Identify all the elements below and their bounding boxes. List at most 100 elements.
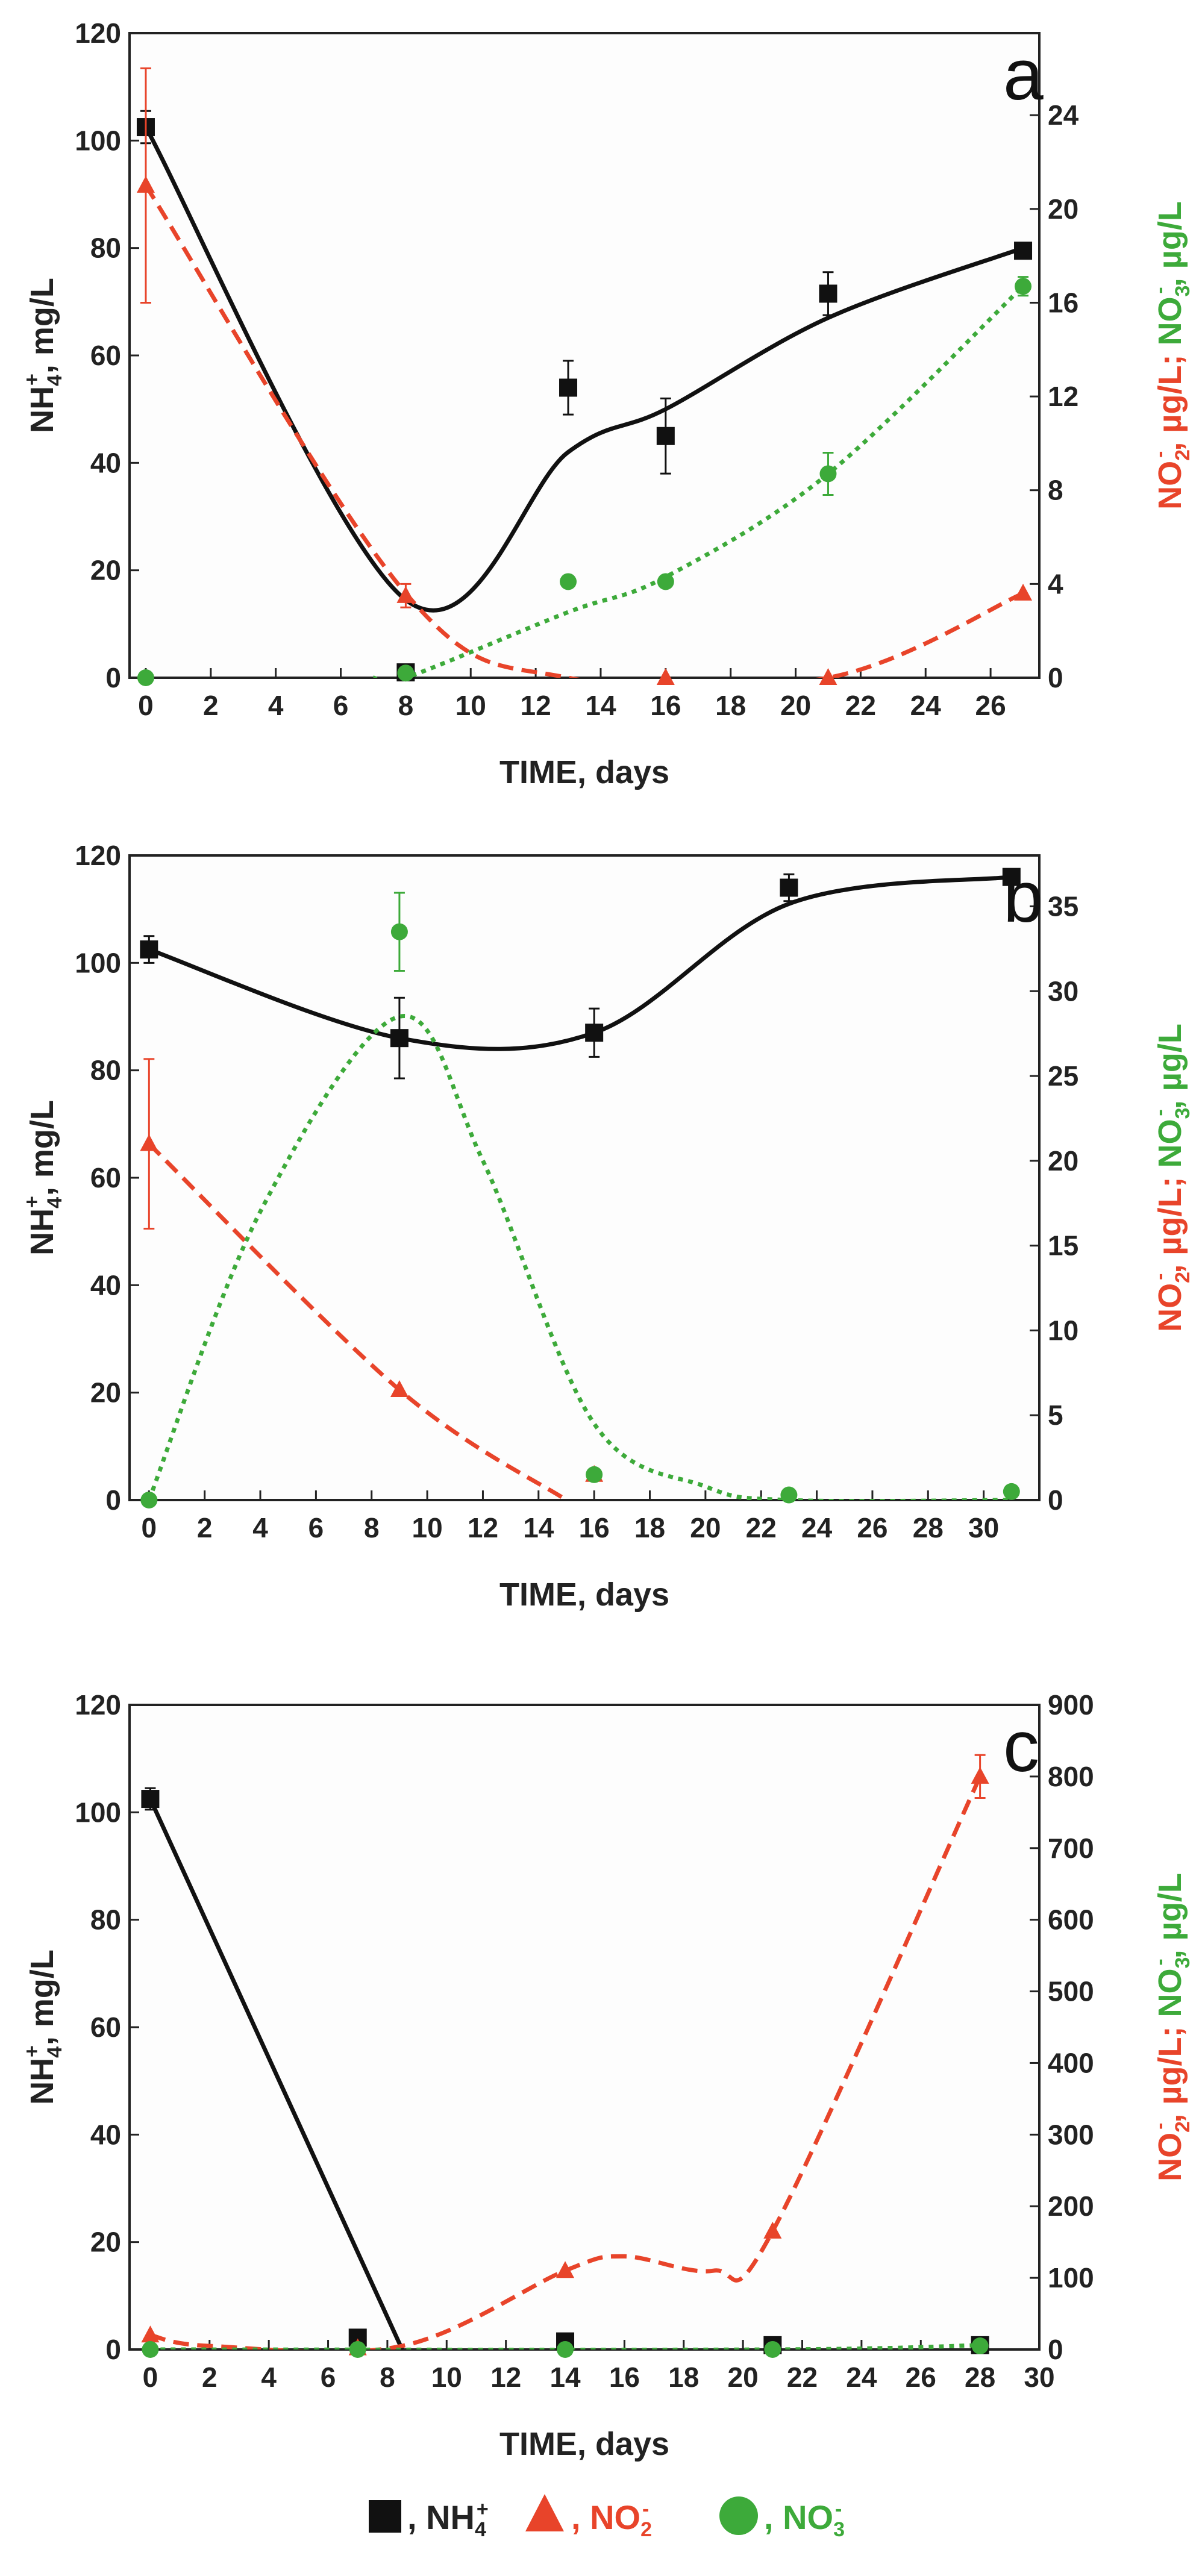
legend-no3-marker — [719, 2496, 758, 2535]
series-nh4-point — [140, 940, 158, 959]
series-nh4-point — [141, 1790, 160, 1809]
y-right-title-no3-sup: - — [1148, 1109, 1171, 1116]
y-left-title-sup: + — [20, 1196, 43, 1208]
y-right-tick-label: 20 — [1048, 1145, 1078, 1177]
y-right-title-no2-sup: - — [1148, 2123, 1171, 2130]
series-no2-curve — [149, 1775, 982, 2349]
y-right-axis-title: NO2-, µg/L; NO3-, µg/L — [1148, 201, 1194, 510]
legend-no2-sup: - — [642, 2498, 649, 2521]
x-tick-label: 28 — [965, 2362, 995, 2393]
y-left-title-sub: 4 — [43, 2046, 66, 2058]
series-no3 — [142, 2337, 989, 2358]
y-right-tick-label: 500 — [1048, 1976, 1094, 2007]
series-no3-point — [560, 573, 577, 590]
y-right-title-no2-sub: 2 — [1171, 1272, 1194, 1283]
panel-letter: c — [1003, 1706, 1039, 1787]
series-no2-point — [390, 1380, 408, 1397]
y-left-tick-label: 60 — [90, 2012, 121, 2043]
y-left-tick-label: 60 — [90, 340, 121, 371]
series-no3-point — [142, 2341, 159, 2358]
legend: , NH4+, NO2-, NO3- — [369, 2494, 845, 2541]
y-right-tick-label: 0 — [1048, 662, 1063, 693]
x-tick-label: 0 — [138, 690, 154, 721]
x-tick-label: 2 — [203, 690, 219, 721]
series-no2-point — [141, 2325, 160, 2343]
y-right-title-no2: NO — [1152, 1283, 1188, 1332]
y-left-title-main: NH — [24, 386, 60, 433]
y-right-tick-label: 16 — [1048, 287, 1078, 318]
legend-nh4-sub: 4 — [475, 2518, 486, 2541]
y-left-tick-label: 0 — [105, 1484, 121, 1516]
y-right-title-no2-unit: , µg/L; — [1152, 2027, 1188, 2123]
x-tick-label: 8 — [398, 690, 414, 721]
series-no3-point — [390, 923, 408, 940]
x-tick-label: 14 — [585, 690, 616, 721]
x-tick-label: 12 — [490, 2362, 521, 2393]
series-no2-point — [136, 175, 155, 193]
y-left-tick-label: 80 — [90, 1055, 121, 1086]
plot-frame — [128, 1704, 1041, 2351]
y-right-title-no3-sup: - — [1148, 287, 1171, 293]
y-right-tick-label: 8 — [1048, 475, 1063, 506]
y-left-tick-label: 40 — [90, 1269, 121, 1301]
y-right-title-no3-sub: 3 — [1171, 286, 1194, 297]
y-right-title-no2-unit: , µg/L; — [1152, 355, 1188, 451]
y-left-tick-label: 0 — [105, 662, 121, 693]
series-no2-curve — [147, 1142, 568, 1500]
chart-panel-c: 0 2 4 6 8 10 12 14 16 18 20 22 24 26 28 300204060801001… — [20, 1689, 1194, 2462]
x-tick-label: 24 — [846, 2362, 877, 2393]
y-right-tick-label: 900 — [1048, 1689, 1094, 1721]
series-nh4-point — [1002, 868, 1021, 886]
y-left-tick-label: 100 — [75, 1796, 121, 1828]
series-no3-point — [780, 1486, 798, 1504]
series-no2 — [136, 67, 1033, 685]
series-nh4-point — [585, 1024, 604, 1042]
y-right-tick-label: 700 — [1048, 1833, 1094, 1864]
y-right-tick-label: 300 — [1048, 2119, 1094, 2150]
x-tick-label: 30 — [968, 1512, 999, 1543]
y-left-tick-label: 120 — [75, 17, 121, 49]
x-tick-label: 20 — [780, 690, 811, 721]
y-right-title-no2: NO — [1152, 2133, 1188, 2181]
x-tick-label: 2 — [202, 2362, 218, 2393]
x-tick-label: 10 — [431, 2362, 462, 2393]
y-left-tick-label: 40 — [90, 2119, 121, 2150]
y-right-title-no3-unit: , µg/L — [1152, 1024, 1188, 1109]
y-right-title-no2-sup: - — [1148, 1274, 1171, 1280]
legend-no2-label: , NO2- — [571, 2498, 652, 2541]
series-no2-curve — [144, 184, 1024, 678]
x-tick-label: 12 — [521, 690, 551, 721]
y-right-title-no3-sub: 3 — [1171, 1957, 1194, 1969]
panel-letter: a — [1003, 34, 1044, 115]
y-left-tick-label: 60 — [90, 1162, 121, 1193]
series-no2-point — [556, 2261, 575, 2278]
series-nh4-point — [390, 1029, 408, 1048]
series-no3 — [137, 276, 1032, 686]
x-tick-label: 28 — [913, 1512, 944, 1543]
plot-frame — [128, 854, 1041, 1501]
y-right-title-no3-unit: , µg/L — [1152, 1873, 1188, 1959]
y-left-title-sup: + — [20, 2045, 43, 2057]
y-left-tick-label: 80 — [90, 1904, 121, 1936]
series-no3-curve — [147, 1014, 1012, 1500]
y-right-tick-label: 35 — [1048, 890, 1078, 922]
x-tick-label: 14 — [523, 1512, 554, 1543]
y-right-tick-label: 800 — [1048, 1761, 1094, 1792]
y-right-title-no3: NO — [1152, 1969, 1188, 2027]
x-tick-label: 6 — [321, 2362, 336, 2393]
series-no2-point — [971, 1766, 989, 1784]
legend-no2-sub: 2 — [640, 2518, 652, 2541]
y-right-tick-label: 600 — [1048, 1904, 1094, 1936]
x-tick-label: 8 — [380, 2362, 395, 2393]
y-right-tick-label: 24 — [1048, 99, 1079, 131]
legend-no2-text: , NO — [571, 2498, 640, 2536]
x-tick-label: 22 — [845, 690, 876, 721]
x-tick-label: 26 — [857, 1512, 887, 1543]
series-nh4-curve — [143, 126, 1024, 613]
chart-panel-b: 0 2 4 6 8 10 12 14 16 18 20 22 24 26 28 300204060801001… — [20, 840, 1194, 1613]
x-tick-label: 18 — [634, 1512, 665, 1543]
series-no3-point — [349, 2341, 366, 2358]
series-no3-curve — [373, 284, 1025, 678]
y-left-title-main: NH — [24, 2058, 60, 2105]
